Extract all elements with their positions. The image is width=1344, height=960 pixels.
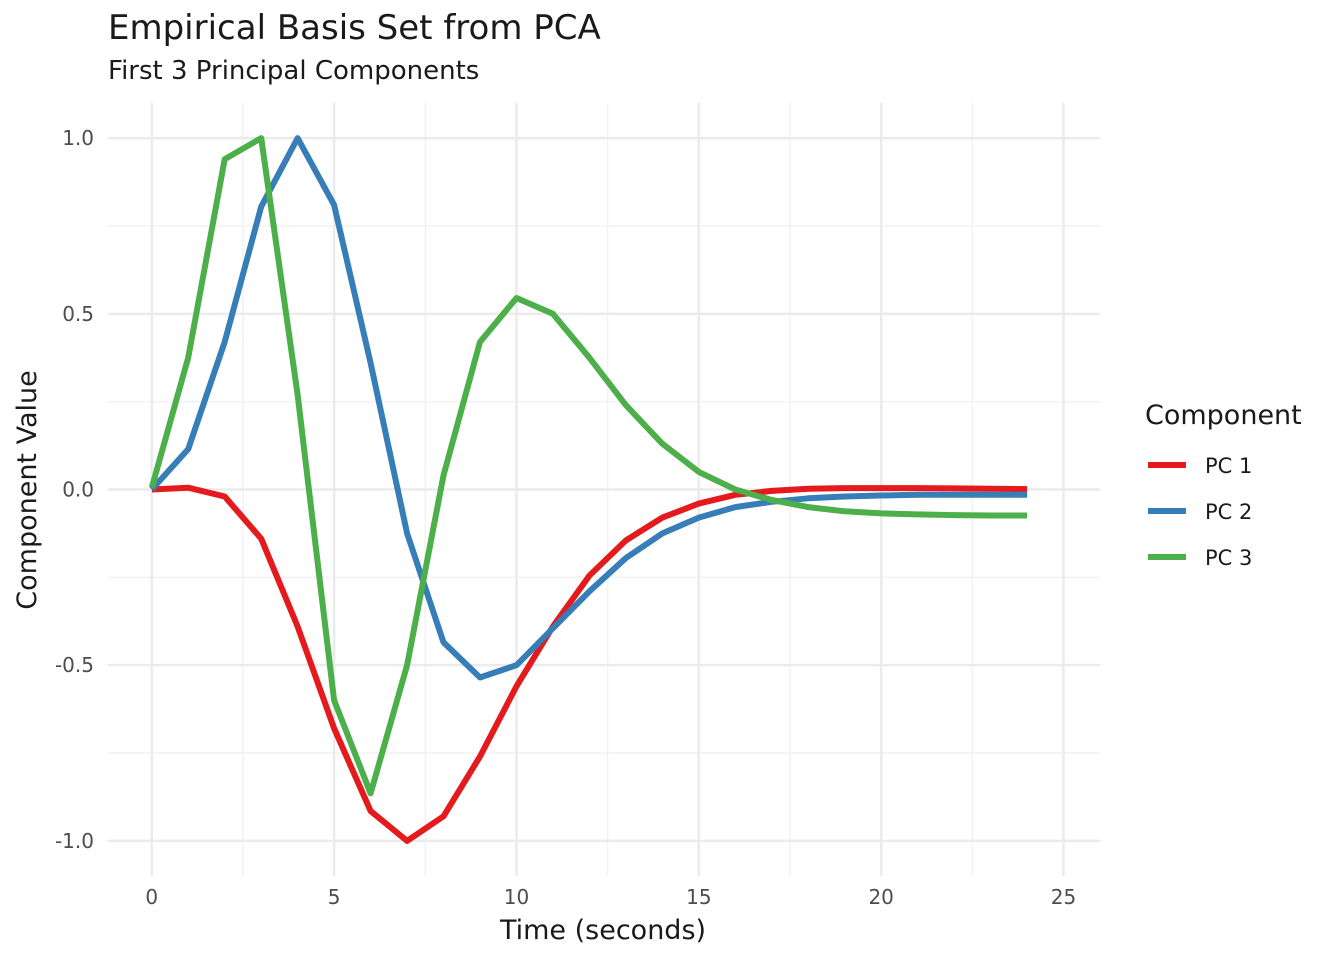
x-tick-label: 25 bbox=[1051, 885, 1076, 909]
y-tick-label: 0.5 bbox=[62, 302, 94, 326]
y-axis-title: Component Value bbox=[12, 370, 43, 609]
y-tick-label: 0.0 bbox=[62, 478, 94, 502]
x-tick-label: 0 bbox=[145, 885, 158, 909]
legend-item-pc1: PC 1 bbox=[1148, 454, 1252, 478]
legend-items: PC 1 PC 2 PC 3 bbox=[1148, 454, 1252, 570]
series-line-pc1 bbox=[151, 484, 1028, 844]
series-line-pc3 bbox=[148, 135, 1028, 797]
x-tick-label: 10 bbox=[504, 885, 529, 909]
y-tick-label: 1.0 bbox=[62, 126, 94, 150]
x-tick-label: 15 bbox=[686, 885, 711, 909]
series-line-pc2 bbox=[149, 135, 1028, 681]
major-gridlines bbox=[108, 103, 1100, 876]
chart-title: Empirical Basis Set from PCA bbox=[108, 8, 601, 48]
legend-label: PC 2 bbox=[1205, 500, 1252, 524]
x-tick-label: 5 bbox=[328, 885, 341, 909]
x-axis-ticks: 0 5 10 15 20 25 bbox=[145, 885, 1076, 909]
legend-label: PC 3 bbox=[1205, 546, 1252, 570]
legend-title: Component bbox=[1145, 400, 1302, 431]
legend-item-pc3: PC 3 bbox=[1148, 546, 1252, 570]
y-axis-ticks: -1.0 -0.5 0.0 0.5 1.0 bbox=[55, 126, 94, 853]
series-lines bbox=[148, 135, 1028, 844]
x-axis-title: Time (seconds) bbox=[499, 915, 706, 946]
chart-subtitle: First 3 Principal Components bbox=[108, 56, 480, 86]
x-tick-label: 20 bbox=[868, 885, 893, 909]
y-tick-label: -1.0 bbox=[55, 829, 94, 853]
legend: Component PC 1 PC 2 PC 3 bbox=[1145, 400, 1302, 570]
legend-item-pc2: PC 2 bbox=[1148, 500, 1252, 524]
legend-label: PC 1 bbox=[1205, 454, 1252, 478]
y-tick-label: -0.5 bbox=[55, 653, 94, 677]
